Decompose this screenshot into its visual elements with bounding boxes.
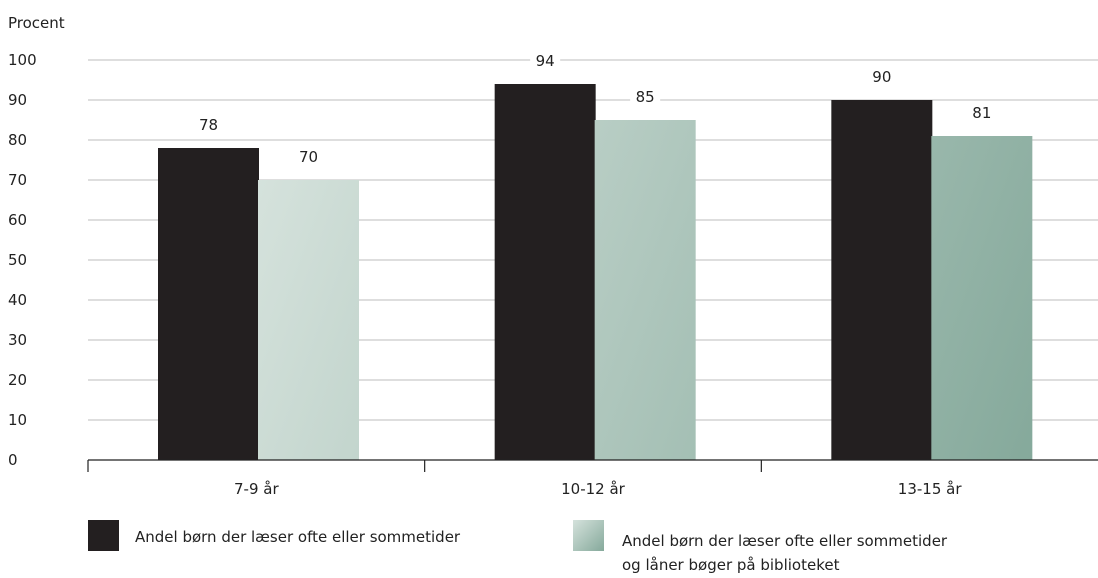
legend-label: og låner bøger på biblioteket (622, 556, 840, 574)
x-tick-label: 10-12 år (561, 480, 626, 498)
x-tick-label: 7-9 år (234, 480, 279, 498)
data-label: 90 (872, 68, 891, 86)
y-tick-label: 50 (8, 251, 27, 269)
y-axis-title: Procent (8, 14, 65, 32)
bar (594, 120, 696, 460)
y-tick-label: 40 (8, 291, 27, 309)
legend-swatch (573, 520, 604, 551)
x-tick-label: 13-15 år (898, 480, 963, 498)
y-axis-tick-labels: 0 10 20 30 40 50 60 70 80 90 100 (8, 51, 37, 469)
data-label-bg (630, 87, 661, 107)
data-label: 81 (972, 104, 991, 122)
y-tick-label: 80 (8, 131, 27, 149)
bar (494, 84, 596, 460)
bar (258, 180, 359, 460)
legend-label: Andel børn der læser ofte eller sommetid… (135, 528, 461, 546)
data-label-bg (530, 51, 561, 71)
legend: Andel børn der læser ofte eller sommetid… (88, 520, 948, 574)
legend-label: Andel børn der læser ofte eller sommetid… (622, 532, 948, 550)
y-tick-label: 10 (8, 411, 27, 429)
legend-swatch (88, 520, 119, 551)
data-label-bg (866, 67, 897, 87)
data-label-bg (966, 103, 997, 123)
y-tick-label: 70 (8, 171, 27, 189)
data-label: 85 (636, 88, 655, 106)
y-tick-label: 90 (8, 91, 27, 109)
bar (158, 148, 259, 460)
data-label: 94 (536, 52, 555, 70)
data-label-bg (193, 115, 224, 135)
data-labels: 78 70 94 85 90 81 (193, 51, 997, 167)
data-label-bg (293, 147, 324, 167)
y-tick-label: 100 (8, 51, 37, 69)
y-tick-label: 0 (8, 451, 18, 469)
bars (158, 84, 1033, 460)
bar (831, 100, 933, 460)
data-label: 78 (199, 116, 218, 134)
y-tick-label: 60 (8, 211, 27, 229)
x-axis: 7-9 år 10-12 år 13-15 år (87, 459, 1098, 498)
y-tick-label: 30 (8, 331, 27, 349)
y-tick-label: 20 (8, 371, 27, 389)
data-label: 70 (299, 148, 318, 166)
bar (931, 136, 1033, 460)
